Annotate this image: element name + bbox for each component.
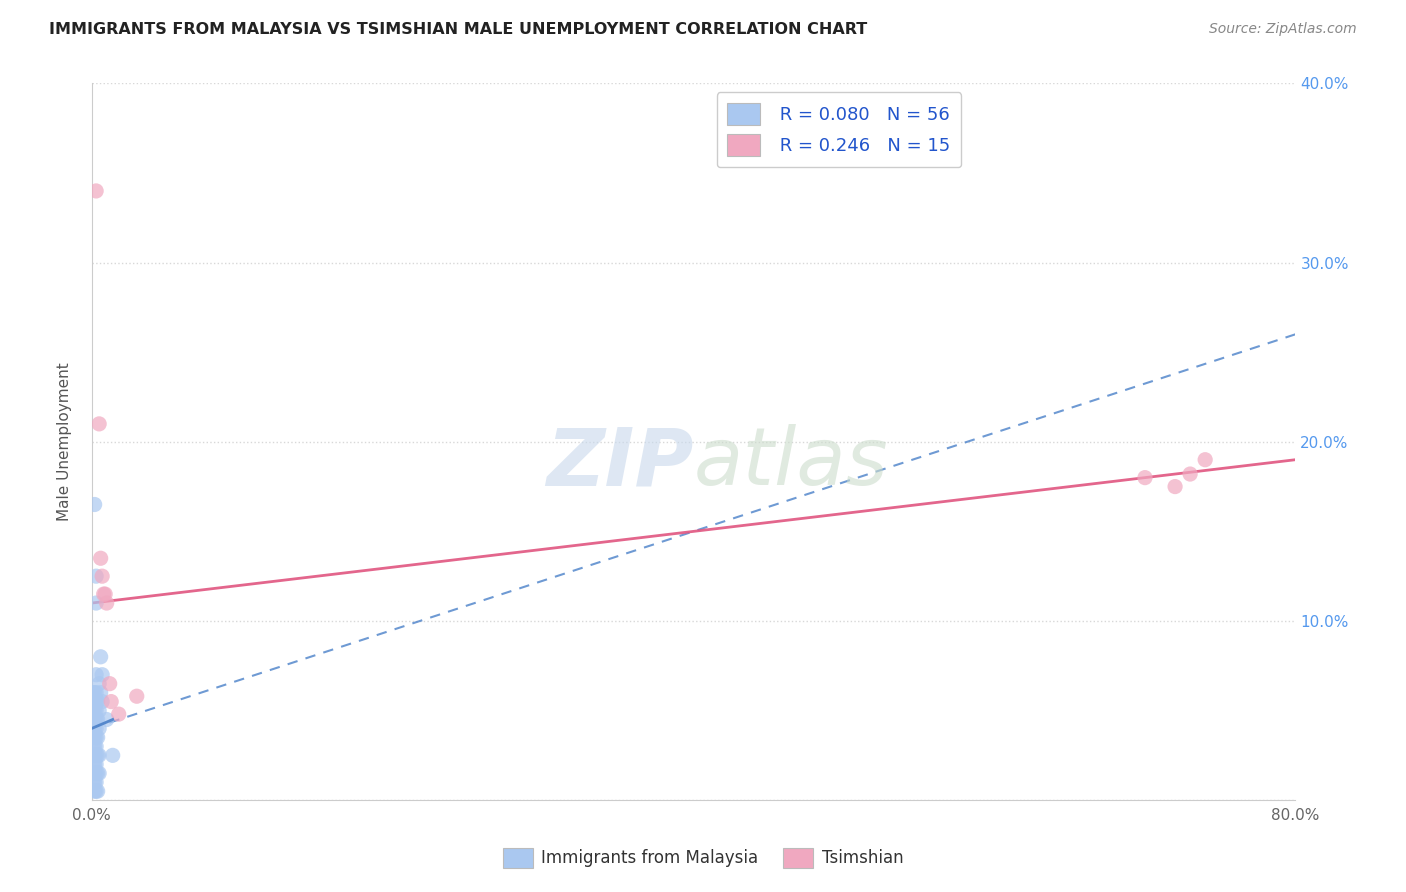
Point <box>83 498 105 512</box>
Point <box>83 686 105 700</box>
Point <box>84 748 107 763</box>
Point <box>82 775 104 789</box>
Point <box>96 596 118 610</box>
Point <box>93 587 115 601</box>
Legend: Immigrants from Malaysia, Tsimshian: Immigrants from Malaysia, Tsimshian <box>496 841 910 875</box>
Point <box>90 551 112 566</box>
Point <box>90 649 112 664</box>
Point <box>82 766 104 780</box>
Point <box>83 731 105 745</box>
Point <box>82 686 104 700</box>
Point <box>90 686 112 700</box>
Point <box>86 766 108 780</box>
Point <box>89 766 111 780</box>
Text: IMMIGRANTS FROM MALAYSIA VS TSIMSHIAN MALE UNEMPLOYMENT CORRELATION CHART: IMMIGRANTS FROM MALAYSIA VS TSIMSHIAN MA… <box>49 22 868 37</box>
Point <box>83 739 105 754</box>
Point <box>86 748 108 763</box>
Point <box>84 775 107 789</box>
Text: Source: ZipAtlas.com: Source: ZipAtlas.com <box>1209 22 1357 37</box>
Point <box>89 704 111 718</box>
Point <box>86 784 108 798</box>
Point <box>107 707 129 722</box>
Point <box>91 695 114 709</box>
Point <box>84 704 107 718</box>
Point <box>1194 452 1216 467</box>
Point <box>125 690 148 704</box>
Point <box>84 731 107 745</box>
Point <box>86 713 108 727</box>
Text: ZIP: ZIP <box>546 425 693 502</box>
Point <box>84 713 107 727</box>
Point <box>1178 467 1201 481</box>
Point <box>98 676 121 690</box>
Point <box>83 775 105 789</box>
Point <box>84 766 107 780</box>
Point <box>91 569 114 583</box>
Point <box>83 704 105 718</box>
Point <box>83 757 105 772</box>
Point <box>89 676 111 690</box>
Point <box>89 722 111 736</box>
Point <box>84 569 107 583</box>
Point <box>84 757 107 772</box>
Point <box>1164 480 1187 494</box>
Point <box>94 587 117 601</box>
Point <box>91 667 114 681</box>
Point <box>84 667 107 681</box>
Point <box>83 784 105 798</box>
Text: atlas: atlas <box>693 425 889 502</box>
Point <box>84 686 107 700</box>
Point <box>86 731 108 745</box>
Point <box>100 695 122 709</box>
Point <box>101 748 124 763</box>
Point <box>1133 470 1156 484</box>
Point <box>82 731 104 745</box>
Point <box>83 766 105 780</box>
Point <box>82 722 104 736</box>
Point <box>86 695 108 709</box>
Point <box>82 704 104 718</box>
Point <box>84 184 107 198</box>
Point <box>89 417 111 431</box>
Point <box>83 748 105 763</box>
Y-axis label: Male Unemployment: Male Unemployment <box>58 362 72 521</box>
Point <box>82 695 104 709</box>
Point <box>89 748 111 763</box>
Point <box>84 596 107 610</box>
Point <box>82 748 104 763</box>
Point <box>82 739 104 754</box>
Point <box>84 722 107 736</box>
Point <box>96 713 118 727</box>
Point <box>83 695 105 709</box>
Legend:  R = 0.080   N = 56,  R = 0.246   N = 15: R = 0.080 N = 56, R = 0.246 N = 15 <box>717 93 962 167</box>
Point <box>82 757 104 772</box>
Point <box>83 713 105 727</box>
Point <box>82 713 104 727</box>
Point <box>84 784 107 798</box>
Point <box>84 739 107 754</box>
Point <box>84 695 107 709</box>
Point <box>83 722 105 736</box>
